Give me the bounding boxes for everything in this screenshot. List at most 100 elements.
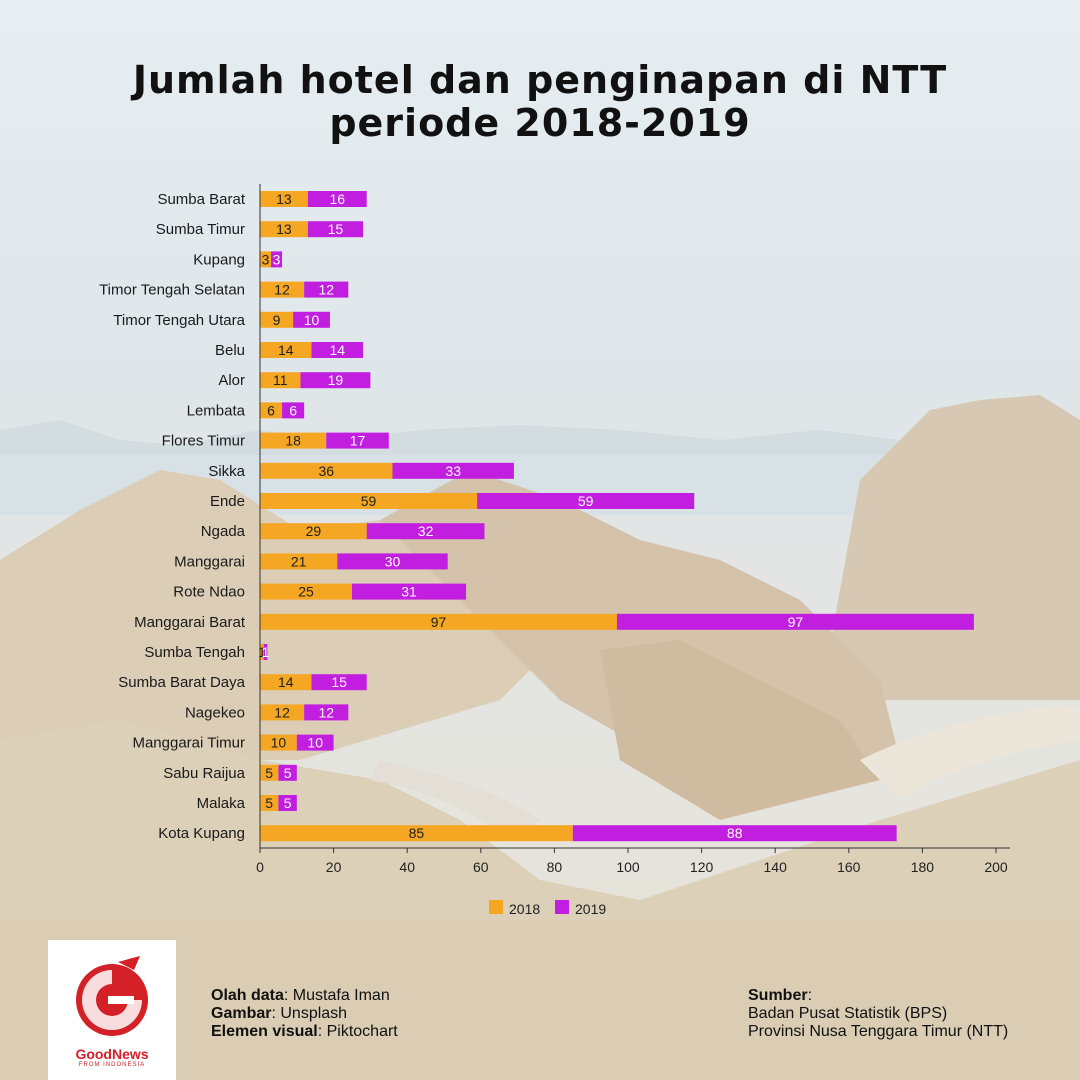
category-label: Kota Kupang (158, 825, 245, 842)
data-label-2019: 17 (350, 433, 366, 449)
data-label-2019: 5 (284, 795, 292, 811)
data-label-2019: 5 (284, 765, 292, 781)
category-label: Sumba Tengah (144, 644, 245, 661)
bar-2019 (307, 221, 364, 238)
x-tick-label: 140 (764, 859, 788, 875)
x-tick-label: 180 (911, 859, 935, 875)
data-label-2019: 33 (445, 463, 461, 479)
data-label-2019: 15 (328, 221, 344, 237)
data-label-2019: 97 (788, 614, 804, 630)
legend-label-2019: 2019 (575, 901, 606, 917)
category-label: Sabu Raijua (163, 765, 245, 782)
bar-2019 (282, 402, 305, 419)
data-label-2018: 10 (271, 735, 287, 751)
bar-2018 (260, 221, 308, 238)
bar-2019 (352, 583, 467, 600)
bar-2018 (260, 251, 272, 268)
bar-2018 (260, 583, 352, 600)
source-line1: Badan Pusat Statistik (BPS) (748, 1005, 948, 1022)
data-label-2018: 14 (278, 342, 294, 358)
bar-2019 (337, 553, 448, 570)
data-label-2018: 9 (273, 312, 281, 328)
x-tick-label: 80 (547, 859, 563, 875)
x-tick-label: 120 (690, 859, 714, 875)
data-label-2018: 36 (318, 463, 334, 479)
category-label: Timor Tengah Utara (113, 312, 245, 329)
data-label-2019: 12 (318, 282, 334, 298)
category-label: Rote Ndao (173, 584, 245, 601)
category-label: Sumba Timur (156, 221, 245, 238)
bar-2018 (260, 613, 617, 630)
legend-label-2018: 2018 (509, 901, 540, 917)
category-label: Ngada (201, 523, 246, 540)
data-label-2018: 1 (258, 644, 266, 660)
bar-2019 (271, 251, 283, 268)
data-label-2019: 15 (331, 674, 347, 690)
bar-2018 (260, 644, 264, 660)
data-label-2018: 12 (274, 704, 290, 720)
bar-2019 (311, 674, 367, 691)
bar-2018 (260, 311, 294, 328)
bar-2019 (572, 825, 897, 842)
category-label: Ende (210, 493, 245, 510)
bar-2018 (260, 342, 312, 358)
data-label-2018: 85 (409, 825, 425, 841)
data-label-2018: 21 (291, 553, 307, 569)
category-label: Belu (215, 342, 245, 359)
bar-2018 (260, 764, 279, 781)
data-label-2018: 59 (361, 493, 377, 509)
bar-2019 (307, 191, 367, 207)
data-label-2018: 29 (306, 523, 322, 539)
bar-2019 (293, 311, 330, 328)
bar-2019 (326, 432, 389, 449)
data-label-2019: 14 (329, 342, 345, 358)
bar-2018 (260, 402, 283, 419)
data-label-2019: 59 (578, 493, 594, 509)
credits: Olah data: Mustafa Iman Gambar: Unsplash… (211, 987, 398, 1041)
data-label-2018: 6 (267, 402, 275, 418)
data-label-2018: 25 (298, 584, 314, 600)
data-label-2019: 88 (727, 825, 743, 841)
data-label-2018: 12 (274, 282, 290, 298)
data-label-2018: 11 (273, 372, 288, 388)
data-label-2019: 3 (273, 251, 281, 267)
data-label-2019: 31 (401, 584, 417, 600)
data-label-2018: 13 (276, 191, 292, 207)
x-tick-label: 20 (326, 859, 342, 875)
source-block: Sumber: Badan Pusat Statistik (BPS) Prov… (748, 987, 1008, 1041)
data-label-2018: 13 (276, 221, 292, 237)
bar-2018 (260, 825, 573, 842)
bar-2018 (260, 281, 305, 298)
logo-name: GoodNews (75, 1046, 149, 1062)
credit-gambar: Gambar: Unsplash (211, 1005, 348, 1022)
data-label-2019: 12 (318, 704, 334, 720)
data-label-2019: 30 (385, 553, 401, 569)
bar-2018 (260, 734, 297, 751)
bar-2018 (260, 462, 393, 479)
category-label: Manggarai (174, 553, 245, 570)
bar-2019 (304, 704, 349, 721)
x-tick-label: 0 (256, 859, 264, 875)
data-label-2018: 97 (431, 614, 447, 630)
data-label-2018: 5 (265, 795, 273, 811)
bar-2018 (260, 553, 338, 570)
category-label: Manggarai Timur (132, 735, 245, 752)
data-label-2018: 18 (285, 433, 301, 449)
category-label: Nagekeo (185, 704, 245, 721)
bar-2019 (263, 644, 268, 660)
logo-subtitle: FROM INDONESIA (78, 1062, 146, 1068)
chart-title-line1: Jumlah hotel dan penginapan di NTT (132, 58, 948, 102)
credit-elemen-visual: Elemen visual: Piktochart (211, 1023, 398, 1040)
data-label-2018: 14 (278, 674, 294, 690)
category-label: Flores Timur (162, 433, 245, 450)
category-label: Sikka (208, 463, 245, 480)
category-label: Sumba Barat Daya (118, 674, 245, 691)
data-label-2018: 5 (265, 765, 273, 781)
data-label-2019: 16 (329, 191, 345, 207)
data-label-2019: 32 (418, 523, 434, 539)
legend-swatch-2019 (555, 900, 569, 914)
chart-title-line2: periode 2018-2019 (329, 101, 751, 145)
source-heading: Sumber: (748, 987, 813, 1004)
bar-2019 (616, 613, 974, 630)
